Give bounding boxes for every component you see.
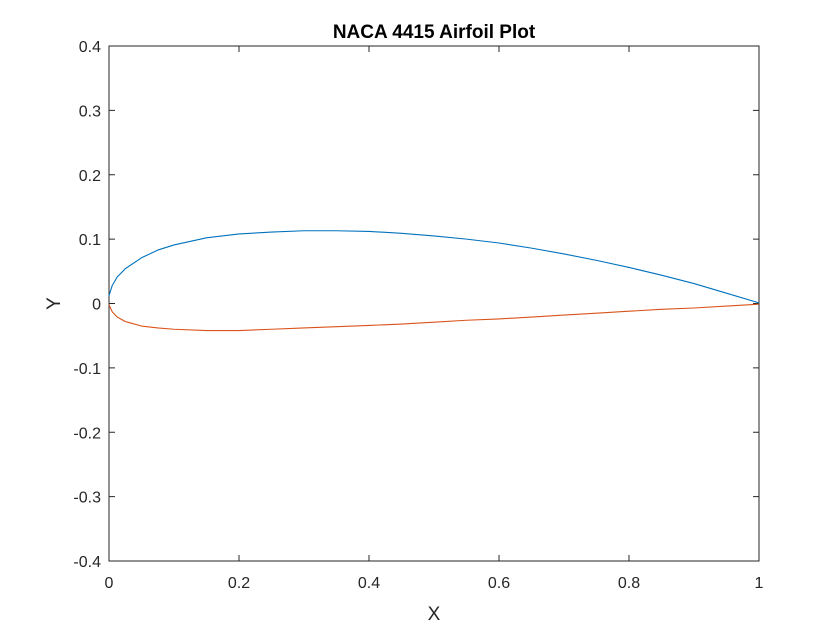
y-axis-label: Y — [44, 297, 65, 310]
x-axis-label: X — [428, 604, 441, 625]
y-tick-label: 0.1 — [79, 232, 101, 249]
x-tick-label: 0.8 — [618, 575, 640, 592]
x-tick-label: 1 — [755, 575, 764, 592]
y-tick-label: 0.4 — [79, 39, 101, 56]
x-tick-label: 0.6 — [488, 575, 510, 592]
x-axis-ticks: 0 0.2 0.4 0.6 0.8 1 — [105, 46, 764, 592]
x-tick-label: 0.4 — [358, 575, 380, 592]
y-tick-label: -0.2 — [73, 425, 101, 442]
y-tick-label: 0 — [92, 297, 101, 314]
x-tick-label: 0.2 — [228, 575, 250, 592]
chart-title: NACA 4415 Airfoil Plot — [333, 22, 536, 43]
y-tick-label: 0.2 — [79, 168, 101, 185]
y-tick-label: -0.3 — [73, 490, 101, 507]
upper-surface-line — [108, 230, 760, 304]
y-tick-label: -0.1 — [73, 361, 101, 378]
y-tick-label: 0.3 — [79, 103, 101, 120]
series-group — [108, 230, 760, 332]
lower-surface-line — [108, 303, 760, 332]
y-tick-label: -0.4 — [73, 554, 101, 571]
x-tick-label: 0 — [105, 575, 114, 592]
y-axis-ticks: -0.4 -0.3 -0.2 -0.1 0 0.1 0.2 0.3 0.4 — [73, 39, 759, 571]
axes-box — [108, 45, 760, 562]
